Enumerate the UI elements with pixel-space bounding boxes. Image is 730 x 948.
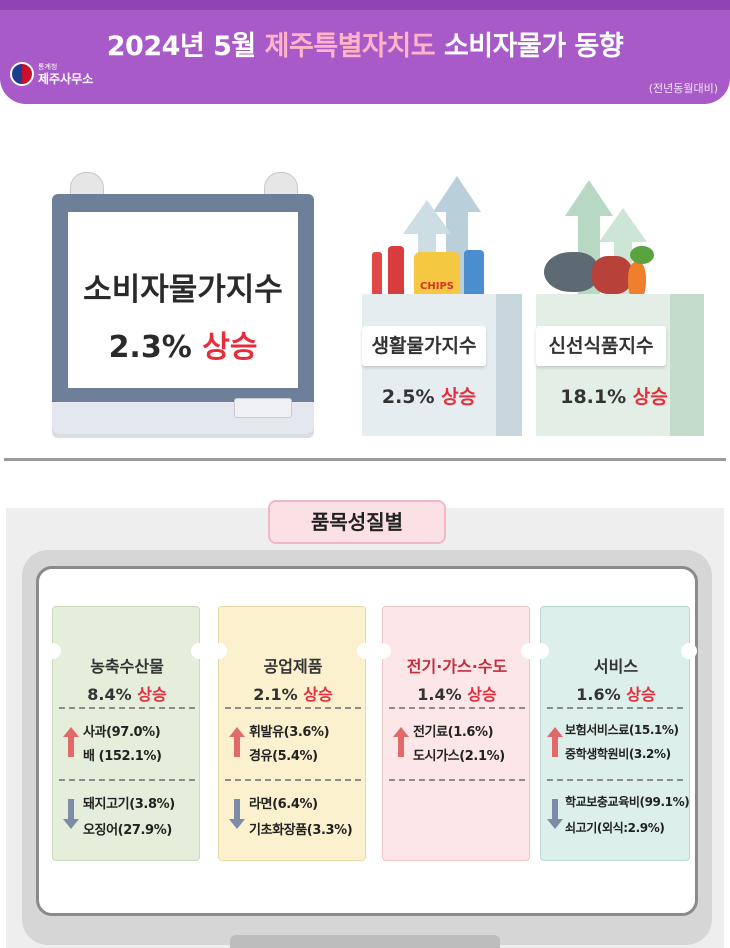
living-label: 생활물가지수 bbox=[362, 326, 486, 366]
down-item: 쇠고기(외식:2.9%) bbox=[565, 821, 665, 835]
up-item: 중학생학원비(3.2%) bbox=[565, 747, 671, 761]
fresh-direction: 상승 bbox=[632, 386, 668, 408]
down-item: 라면(6.4%) bbox=[249, 797, 318, 812]
ticket-notch bbox=[45, 643, 61, 659]
category-card-agri: 농축수산물 8.4% 상승 사과(97.0%) 배 (152.1%) 돼지고기(… bbox=[45, 606, 207, 861]
dashed-divider bbox=[547, 707, 683, 709]
dashed-divider bbox=[59, 707, 195, 709]
category-direction: 상승 bbox=[467, 685, 497, 704]
page-title: 2024년 5월 제주특별자치도 소비자물가 동향 bbox=[0, 24, 730, 63]
ticket-notch bbox=[211, 643, 227, 659]
dashed-divider bbox=[59, 779, 195, 781]
dashed-divider bbox=[547, 779, 683, 781]
up-item: 사과(97.0%) bbox=[83, 725, 161, 740]
fresh-value-line: 18.1% 상승 bbox=[540, 382, 688, 409]
tv-stand bbox=[230, 935, 500, 948]
comparison-note: (전년동월대비) bbox=[648, 82, 718, 95]
category-value: 1.6% bbox=[576, 685, 621, 704]
chips-bag-icon: CHIPS bbox=[414, 252, 460, 302]
detergent-icon bbox=[464, 250, 484, 302]
section-title: 품목성질별 bbox=[268, 500, 446, 544]
category-card-service: 서비스 1.6% 상승 보험서비스료(15.1%) 중학생학원비(3.2%) 학… bbox=[533, 606, 697, 861]
bag-side bbox=[670, 294, 704, 436]
fish-icon bbox=[544, 252, 598, 292]
cpi-value-line: 2.3% 상승 bbox=[68, 322, 298, 366]
cpi-title: 소비자물가지수 bbox=[83, 272, 283, 308]
category-rate: 8.4% 상승 bbox=[53, 681, 201, 705]
header-stripe bbox=[0, 0, 730, 10]
board-screen: 소비자물가지수 2.3% 상승 bbox=[68, 212, 298, 388]
category-rate: 2.1% 상승 bbox=[219, 681, 367, 705]
bag-side bbox=[496, 294, 522, 436]
arrow-down-icon bbox=[229, 799, 245, 829]
category-card-utility: 전기·가스·수도 1.4% 상승 전기료(1.6%) 도시가스(2.1%) bbox=[375, 606, 537, 861]
fresh-label: 신선식품지수 bbox=[536, 326, 666, 366]
cpi-direction: 상승 bbox=[202, 330, 258, 365]
bottle-icon bbox=[388, 246, 404, 300]
living-value-line: 2.5% 상승 bbox=[362, 382, 496, 409]
category-value: 1.4% bbox=[417, 685, 462, 704]
arrow-up-icon bbox=[229, 727, 245, 757]
taegeuk-icon bbox=[10, 62, 34, 86]
category-name: 공업제품 bbox=[263, 657, 323, 676]
cpi-board: 소비자물가지수 2.3% 상승 bbox=[52, 194, 314, 434]
category-direction: 상승 bbox=[137, 685, 167, 704]
ticket-notch bbox=[681, 643, 697, 659]
living-value: 2.5% bbox=[381, 386, 435, 408]
arrow-up-icon bbox=[403, 200, 451, 234]
dashed-divider bbox=[225, 779, 361, 781]
org-logo: 통계청 제주사무소 bbox=[10, 62, 93, 86]
arrow-up-icon bbox=[393, 727, 409, 757]
category-direction: 상승 bbox=[626, 685, 656, 704]
header-banner: 2024년 5월 제주특별자치도 소비자물가 동향 통계청 제주사무소 (전년동… bbox=[0, 0, 730, 104]
meat-icon bbox=[592, 256, 632, 294]
up-item: 도시가스(2.1%) bbox=[413, 749, 505, 764]
ticket-notch bbox=[533, 643, 549, 659]
ticket-notch bbox=[375, 643, 391, 659]
down-item: 기초화장품(3.3%) bbox=[249, 823, 353, 838]
ticket-notch bbox=[191, 643, 207, 659]
category-name: 농축수산물 bbox=[90, 657, 164, 676]
section-divider bbox=[4, 458, 726, 461]
category-rate: 1.6% 상승 bbox=[541, 681, 691, 705]
logo-org: 통계청 bbox=[38, 62, 58, 71]
up-item: 배 (152.1%) bbox=[83, 749, 162, 764]
up-item: 휘발유(3.6%) bbox=[249, 725, 330, 740]
leaf-icon bbox=[630, 246, 654, 264]
up-item: 전기료(1.6%) bbox=[413, 725, 494, 740]
toothbrush-icon bbox=[372, 252, 382, 300]
ticket-notch bbox=[357, 643, 373, 659]
up-item: 보험서비스료(15.1%) bbox=[565, 723, 679, 737]
category-value: 2.1% bbox=[253, 685, 298, 704]
board-eraser bbox=[234, 398, 292, 418]
dashed-divider bbox=[389, 779, 525, 781]
category-direction: 상승 bbox=[303, 685, 333, 704]
fresh-value: 18.1% bbox=[560, 386, 627, 408]
category-name: 서비스 bbox=[593, 657, 639, 676]
category-value: 8.4% bbox=[87, 685, 132, 704]
logo-office: 제주사무소 bbox=[38, 71, 94, 86]
arrow-down-icon bbox=[547, 799, 563, 829]
arrow-up-icon bbox=[63, 727, 79, 757]
arrow-up-icon bbox=[599, 208, 647, 242]
title-highlight: 제주특별자치도 bbox=[264, 31, 436, 62]
down-item: 오징어(27.9%) bbox=[83, 823, 172, 838]
carrot-icon bbox=[628, 262, 646, 302]
dashed-divider bbox=[389, 707, 525, 709]
up-item: 경유(5.4%) bbox=[249, 749, 318, 764]
title-prefix: 2024년 5월 bbox=[106, 31, 265, 62]
category-name: 전기·가스·수도 bbox=[406, 657, 508, 676]
category-rate: 1.4% 상승 bbox=[383, 681, 531, 705]
living-direction: 상승 bbox=[441, 386, 477, 408]
arrow-up-icon bbox=[547, 727, 563, 757]
dashed-divider bbox=[225, 707, 361, 709]
category-card-industry: 공업제품 2.1% 상승 휘발유(3.6%) 경유(5.4%) 라면(6.4%)… bbox=[211, 606, 373, 861]
down-item: 학교보충교육비(99.1%) bbox=[565, 795, 690, 809]
arrow-down-icon bbox=[63, 799, 79, 829]
title-suffix: 소비자물가 동향 bbox=[435, 31, 624, 62]
down-item: 돼지고기(3.8%) bbox=[83, 797, 175, 812]
cpi-value: 2.3% bbox=[108, 330, 192, 365]
